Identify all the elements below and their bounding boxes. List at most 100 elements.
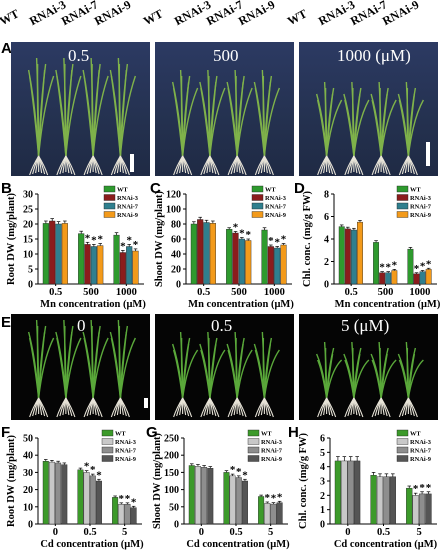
bar <box>425 269 432 285</box>
photo-a-1-label: 0.5 <box>68 46 90 65</box>
y-tick-label: 100 <box>166 205 181 216</box>
y-axis-label: Root DW (mg/plant) <box>6 435 17 527</box>
significance-star: * <box>385 262 391 274</box>
bar <box>350 229 357 285</box>
y-tick-label: 2 <box>320 491 325 502</box>
legend-swatch <box>396 438 409 445</box>
significance-star: * <box>379 262 385 274</box>
y-tick-label: 4 <box>320 462 325 473</box>
rice-plant <box>199 69 226 176</box>
bar <box>383 476 390 525</box>
legend-swatch <box>396 185 409 193</box>
x-tick-label: 500 <box>378 287 394 298</box>
significance-star: * <box>239 228 245 240</box>
bar <box>413 273 420 285</box>
significance-star: * <box>414 263 420 275</box>
significance-star: * <box>413 483 419 495</box>
x-tick-label: 5 <box>417 527 422 538</box>
bar <box>418 493 426 525</box>
scale-bar <box>130 154 134 172</box>
root <box>119 397 130 418</box>
bar <box>241 480 248 525</box>
legend-label: RNAi-7 <box>117 204 139 211</box>
y-tick-label: 50 <box>23 434 33 445</box>
bar <box>385 272 392 285</box>
significance-star: * <box>97 234 103 246</box>
rice-plant <box>397 341 424 418</box>
rice-plant <box>315 341 343 418</box>
leaf <box>325 99 343 157</box>
plants-a-1 <box>27 57 137 176</box>
x-tick-label: 0 <box>53 527 58 538</box>
bar <box>119 252 126 285</box>
legend-swatch <box>396 202 409 210</box>
root <box>326 397 337 418</box>
y-tick-label: 20 <box>23 220 33 231</box>
leaf <box>181 349 199 399</box>
panel-letter-b: B <box>1 180 12 197</box>
bar <box>276 502 283 525</box>
bar <box>203 222 210 285</box>
legend-label: RNAi-3 <box>410 195 431 202</box>
photo-a-2-label: 500 <box>213 46 239 65</box>
legend-label: RNAi-9 <box>410 456 431 463</box>
root <box>38 397 49 418</box>
legend-label: RNAi-3 <box>115 439 136 446</box>
root <box>209 155 220 176</box>
legend-label: RNAi-3 <box>261 439 282 446</box>
rice-plant <box>253 69 281 176</box>
bar <box>83 472 90 525</box>
rice-plant <box>343 81 370 176</box>
leaf <box>209 349 226 399</box>
bar <box>347 460 354 525</box>
y-tick-label: 0 <box>324 280 329 291</box>
y-tick-label: 10 <box>23 502 33 513</box>
y-tick-label: 50 <box>169 502 179 513</box>
x-tick-label: 1000 <box>116 287 137 298</box>
bar <box>354 460 361 525</box>
legend-swatch <box>396 429 409 437</box>
photo-e-2-label: 0.5 <box>211 316 233 335</box>
y-tick-label: 15 <box>23 235 33 246</box>
legend-swatch <box>101 429 114 437</box>
plants-e-3 <box>315 341 424 418</box>
significance-star: * <box>126 234 132 246</box>
x-axis-label: Cd concentration (μM) <box>186 539 290 550</box>
legend-swatch <box>251 211 264 218</box>
bar <box>270 503 277 525</box>
legend-label: RNAi-7 <box>115 448 137 455</box>
root <box>182 155 193 176</box>
bar <box>84 244 91 285</box>
y-tick-label: 25 <box>23 205 33 216</box>
significance-star: * <box>392 259 398 271</box>
genotype-label: WT <box>284 6 310 29</box>
leaf <box>263 349 280 399</box>
bar <box>97 245 104 285</box>
leaf <box>65 337 82 399</box>
bar <box>226 229 233 285</box>
rice-plant <box>171 331 199 418</box>
genotype-label: WT <box>140 6 166 29</box>
significance-star: * <box>265 492 271 504</box>
x-axis-label: Mn concentration (μM) <box>40 299 146 310</box>
leaf <box>92 75 109 157</box>
leaf <box>181 87 199 157</box>
panel-letter-d: D <box>294 180 305 197</box>
y-tick-label: 60 <box>171 235 181 246</box>
x-tick-label: 0.5 <box>197 287 210 298</box>
bar <box>61 223 68 285</box>
bar <box>261 229 268 285</box>
bar <box>425 493 432 525</box>
leaf <box>92 337 109 399</box>
leaf <box>380 359 397 399</box>
y-tick-label: 150 <box>164 468 179 479</box>
bar <box>197 219 204 285</box>
y-axis-label: Shoot DW (mg/plant) <box>154 190 165 287</box>
bar <box>391 270 398 285</box>
leaf <box>65 75 82 157</box>
bar <box>113 234 120 285</box>
y-tick-label: 40 <box>171 250 181 261</box>
legend-swatch <box>247 438 260 445</box>
legend-swatch <box>396 211 409 218</box>
